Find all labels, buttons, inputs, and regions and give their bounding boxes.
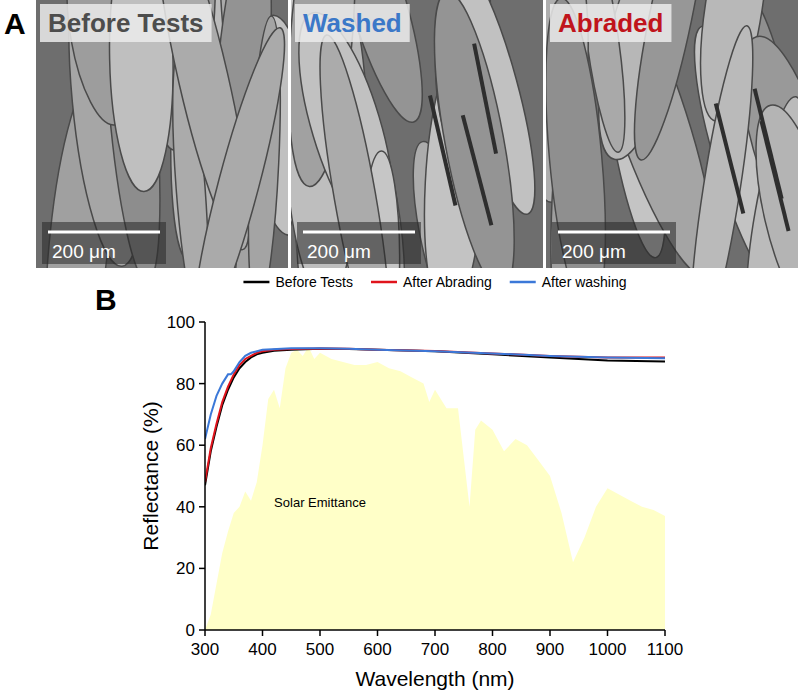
- legend-swatch: [510, 281, 536, 284]
- sem-fragment: [430, 96, 455, 206]
- x-tick: [204, 630, 206, 636]
- x-tick: [377, 630, 379, 636]
- y-tick: [199, 383, 205, 385]
- series-line: [205, 349, 665, 485]
- y-tick-label: 60: [176, 436, 195, 455]
- area-label: Solar Emittance: [274, 495, 366, 510]
- y-tick: [199, 444, 205, 446]
- x-tick-label: 1100: [647, 640, 684, 659]
- sem-fibre: [418, 0, 531, 268]
- x-tick-label: 800: [478, 640, 506, 659]
- x-tick-label: 500: [306, 640, 334, 659]
- x-tick: [664, 630, 666, 636]
- panel-label: B: [95, 283, 117, 316]
- y-tick-label: 100: [167, 313, 195, 332]
- scale-bar: [303, 231, 415, 234]
- x-tick-label: 900: [536, 640, 564, 659]
- x-tick: [549, 630, 551, 636]
- sem-fragment: [474, 44, 496, 154]
- legend: Before Tests After Abrading After washing: [243, 274, 626, 290]
- scale-bar-background: [297, 222, 421, 264]
- legend-swatch: [371, 281, 397, 284]
- y-tick: [199, 321, 205, 323]
- x-tick-label: 600: [363, 640, 391, 659]
- x-tick: [492, 630, 494, 636]
- x-tick-label: 700: [421, 640, 449, 659]
- sem-image: [36, 0, 288, 268]
- sem-fibre: [740, 98, 798, 268]
- scale-bar: [48, 231, 160, 234]
- x-tick: [262, 630, 264, 636]
- legend-label: Before Tests: [275, 274, 353, 290]
- figure: A Before Tests 200 μm Washed 200 μm Abraded 20…: [0, 0, 803, 698]
- sem-fibre: [678, 23, 765, 268]
- x-tick: [434, 630, 436, 636]
- sem-image: [291, 0, 543, 268]
- y-tick-label: 0: [186, 621, 195, 640]
- label-background: [550, 4, 671, 42]
- scale-bar-label: 200 μm: [562, 241, 626, 262]
- x-tick-label: 300: [191, 640, 219, 659]
- scale-bar-label: 200 μm: [52, 241, 116, 262]
- sem-fragment: [716, 103, 744, 213]
- y-tick-label: 20: [176, 559, 195, 578]
- label-background: [40, 4, 212, 42]
- series-line: [205, 348, 665, 482]
- legend-swatch: [243, 281, 269, 284]
- panel-label: A: [4, 7, 26, 40]
- image-label: Before Tests: [48, 8, 204, 38]
- scale-bar-background: [552, 222, 676, 264]
- legend-label: After washing: [542, 274, 627, 290]
- solar-area: [205, 347, 665, 630]
- legend-label: After Abrading: [403, 274, 492, 290]
- scale-bar-label: 200 μm: [307, 241, 371, 262]
- sem-image: [546, 0, 798, 268]
- plot-area: [205, 347, 665, 630]
- series-line: [205, 348, 665, 439]
- x-tick: [607, 630, 609, 636]
- y-axis-line: [204, 322, 206, 630]
- image-label: Abraded: [558, 8, 663, 38]
- x-tick: [319, 630, 321, 636]
- y-tick: [199, 568, 205, 570]
- y-tick: [199, 506, 205, 508]
- sem-fragment: [463, 115, 492, 225]
- x-tick-label: 1000: [589, 640, 627, 659]
- scale-bar: [558, 231, 670, 234]
- scale-bar-background: [42, 222, 166, 264]
- y-tick-label: 80: [176, 375, 195, 394]
- sem-fragment: [761, 121, 788, 231]
- legend-item: Before Tests: [243, 274, 353, 290]
- x-tick-label: 400: [248, 640, 276, 659]
- y-axis-title: Reflectance (%): [139, 401, 162, 550]
- legend-item: After Abrading: [371, 274, 492, 290]
- y-tick: [199, 629, 205, 631]
- image-label: Washed: [303, 8, 402, 38]
- sem-fibre: [178, 23, 288, 268]
- label-background: [295, 4, 410, 42]
- legend-item: After washing: [510, 274, 627, 290]
- y-tick-label: 40: [176, 498, 195, 517]
- x-axis-title: Wavelength (nm): [355, 667, 514, 690]
